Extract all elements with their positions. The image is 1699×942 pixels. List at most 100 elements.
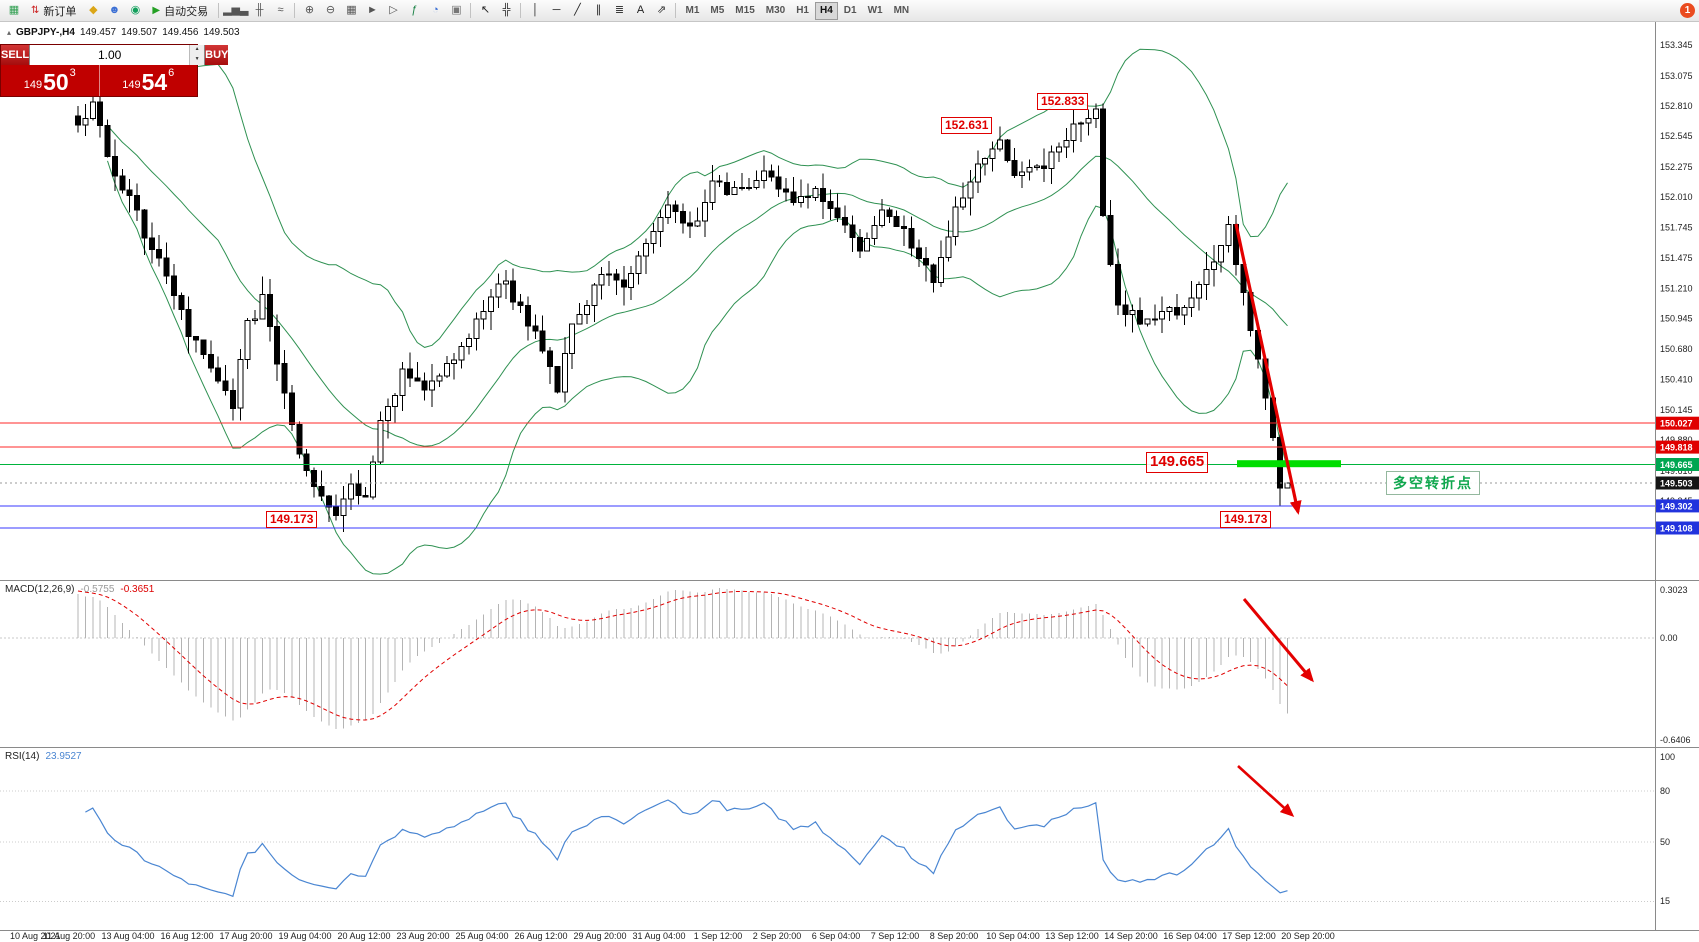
community-icon[interactable]: ◉ [130, 3, 141, 16]
bollinger-bands-layer [107, 48, 1288, 575]
chart-canvas[interactable]: 153.345 153.075 152.810 152.545 152.275 152.0… [0, 22, 1699, 942]
timeframe-m30-button[interactable]: M30 [765, 4, 786, 16]
auto-scroll-icon[interactable]: ► [367, 3, 378, 16]
svg-text:149.665: 149.665 [1660, 460, 1693, 470]
timeframe-m5-button[interactable]: M5 [710, 4, 725, 16]
tile-windows-icon[interactable]: ▦ [346, 3, 357, 16]
text-label-icon[interactable]: A [636, 3, 645, 16]
horizontal-line-icon[interactable]: ─ [552, 3, 561, 16]
vertical-line-icon[interactable]: │ [532, 3, 539, 16]
time-axis-label: 2 Sep 20:00 [752, 931, 802, 941]
auto-trading-button[interactable]: ▶ 自动交易 [146, 2, 214, 20]
zoom-out-icon[interactable]: ⊖ [325, 3, 336, 16]
timeframe-h1-button[interactable]: H1 [796, 4, 809, 16]
time-axis-label: 13 Sep 12:00 [1045, 931, 1099, 941]
line-chart-mode-icon[interactable]: ≈ [277, 3, 284, 16]
time-axis-label: 19 Aug 04:00 [278, 931, 332, 941]
charts-icon[interactable]: ▦ [8, 3, 20, 16]
svg-text:153.075: 153.075 [1660, 71, 1693, 81]
rsi-panel: 100 80 50 15 [0, 752, 1675, 906]
ask-price[interactable]: 149 54 6 [100, 65, 198, 96]
scale-marker-149.818 [1656, 440, 1699, 454]
quote-high: 149.507 [121, 27, 158, 38]
panel-toggle-icon[interactable]: ▴ [7, 28, 12, 37]
svg-text:150.945: 150.945 [1660, 314, 1693, 324]
macd-down-arrow[interactable] [1242, 598, 1314, 683]
toolbar-separator [470, 3, 472, 18]
macd-title: MACD(12,26,9) [5, 584, 75, 595]
channel-icon[interactable]: ∥ [595, 3, 602, 16]
chart-quote-header: ▴ GBPJPY-,H4 149.457 149.507 149.456 149… [7, 27, 240, 38]
time-axis-label: 6 Sep 04:00 [811, 931, 861, 941]
crosshair-icon[interactable]: ╬ [502, 3, 511, 16]
timeframe-d1-button[interactable]: D1 [843, 4, 857, 16]
sell-button[interactable]: SELL [1, 45, 30, 65]
trendline-icon[interactable]: ╱ [574, 3, 581, 16]
time-axis-label: 7 Sep 12:00 [870, 931, 920, 941]
candlestick-mode-icon[interactable]: ╫ [255, 3, 264, 16]
profile-icon[interactable]: ☻ [108, 3, 121, 16]
timeframe-h4-button[interactable]: H4 [815, 1, 838, 20]
svg-text:15: 15 [1660, 896, 1670, 906]
quote-low: 149.456 [162, 27, 199, 38]
time-axis-label: 16 Sep 04:00 [1163, 931, 1217, 941]
auto-trading-button-icon: ▶ [152, 5, 161, 16]
indicators-icon[interactable]: ƒ [411, 3, 418, 16]
scale-marker-149.302 [1656, 499, 1699, 513]
svg-text:149.503: 149.503 [1660, 479, 1693, 489]
bar-chart-mode-icon[interactable]: ▂▅▃ [223, 3, 249, 16]
bid-price[interactable]: 149 50 3 [1, 65, 100, 96]
chart-shift-icon[interactable]: ▷ [389, 3, 398, 16]
svg-text:80: 80 [1660, 786, 1670, 796]
volume-spinner: ▲ ▼ [189, 45, 205, 65]
new-order-button-icon: ⇅ [31, 5, 40, 16]
volume-input[interactable] [30, 45, 190, 65]
timeframe-m15-button[interactable]: M15 [735, 4, 755, 16]
arrow-objects-icon[interactable]: ⇗ [656, 3, 667, 16]
notification-badge[interactable]: 1 [1680, 3, 1695, 18]
quote-close: 149.503 [203, 27, 240, 38]
new-order-button[interactable]: ⇅ 新订单 [25, 2, 82, 20]
zoom-in-icon[interactable]: ⊕ [304, 3, 315, 16]
time-axis-label: 26 Aug 12:00 [514, 931, 568, 941]
time-axis-label: 31 Aug 04:00 [632, 931, 686, 941]
bid-pipette: 3 [69, 67, 76, 79]
buy-button[interactable]: BUY [205, 45, 229, 65]
toolbar-separator [520, 3, 522, 18]
timeframe-mn-button[interactable]: MN [893, 4, 910, 16]
time-axis-label: 1 Sep 12:00 [693, 931, 743, 941]
timeframe-m1-button[interactable]: M1 [685, 4, 700, 16]
rsi-down-arrow[interactable] [1237, 765, 1295, 818]
periods-icon[interactable]: ◔ [432, 3, 439, 16]
time-axis-label: 17 Sep 12:00 [1222, 931, 1276, 941]
time-axis-label: 11 Aug 20:00 [42, 931, 96, 941]
time-axis[interactable]: 10 Aug 2021 11 Aug 20:00 13 Aug 04:00 16 Au… [0, 931, 1699, 942]
volume-up-button[interactable]: ▲ [190, 45, 205, 55]
svg-text:-0.6406: -0.6406 [1660, 735, 1691, 745]
svg-text:152.275: 152.275 [1660, 162, 1693, 172]
svg-text:0.3023: 0.3023 [1660, 585, 1688, 595]
time-axis-label: 10 Sep 04:00 [986, 931, 1040, 941]
svg-text:150.410: 150.410 [1660, 375, 1693, 385]
bid-pips: 50 [43, 69, 69, 95]
time-axis-label: 10 Aug 2021 [10, 931, 61, 941]
fibonacci-icon[interactable]: ≣ [614, 3, 625, 16]
time-axis-label: 20 Aug 12:00 [337, 931, 391, 941]
volume-down-button[interactable]: ▼ [190, 55, 205, 65]
time-axis-label: 23 Aug 20:00 [396, 931, 450, 941]
scale-marker-150.027 [1656, 416, 1699, 430]
templates-icon[interactable]: ▣ [451, 3, 462, 16]
one-click-trading-panel: SELL ▲ ▼ BUY 149 50 3 149 54 6 [0, 44, 229, 97]
price-scale[interactable]: 153.345 153.075 152.810 152.545 152.275 152.0… [1656, 40, 1699, 535]
svg-text:100: 100 [1660, 752, 1675, 762]
timeframe-w1-button[interactable]: W1 [867, 4, 883, 16]
cursor-icon[interactable]: ↖ [480, 3, 491, 16]
scale-marker-149.108 [1656, 521, 1699, 535]
price-down-arrow[interactable] [1234, 223, 1302, 515]
time-axis-label: 14 Sep 20:00 [1104, 931, 1158, 941]
toolbar-separator [675, 3, 677, 18]
expert-advisors-icon[interactable]: ◆ [89, 3, 98, 16]
svg-text:153.345: 153.345 [1660, 40, 1693, 50]
scale-marker-149.503 [1656, 476, 1699, 490]
volume-field: ▲ ▼ [29, 45, 206, 65]
